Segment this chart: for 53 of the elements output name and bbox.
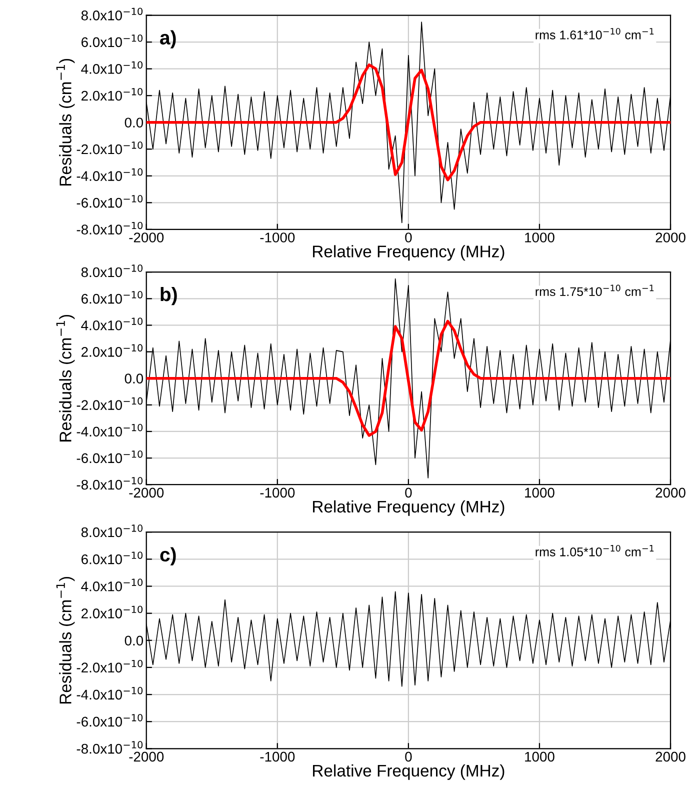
y-tick-label: 6.0x10$^{−10}$ [82,34,143,48]
y-tick-label: 6.0x10$^{−10}$ [82,291,143,304]
y-tick-label: -4.0x10$^{−10}$ [76,168,143,181]
x-tick-label: -2000 [129,488,164,498]
y-tick-label: -2.0x10$^{−10}$ [76,660,143,673]
y-tick-label: -2.0x10$^{−10}$ [76,397,143,410]
y-tick-label: 8.0x10$^{−10}$ [81,8,143,20]
annotation: c) [160,547,176,566]
y-tick-label: 2.0x10$^{−10}$ [82,606,143,618]
x-tick-label: 1000 [525,232,554,242]
y-tick-label: -6.0x10$^{−10}$ [76,450,143,464]
y-tick-label: -6.0x10$^{−10}$ [76,195,143,208]
x-tick-label: -2000 [129,232,164,242]
line-series [146,63,671,182]
x-tick-label: -1000 [260,752,295,762]
y-tick-label: 0.0 [124,636,144,646]
x-tick-label: 1000 [525,488,554,498]
x-tick-label: 2000 [656,752,686,762]
y-tick-label: 6.0x10$^{−10}$ [82,552,143,564]
x-axis-title: Relative Frequency (MHz) [313,764,504,780]
x-tick-label: -1000 [260,488,295,498]
x-tick-label: 2000 [656,232,686,242]
annotation: rms 1.61*10$^{−10}$ cm$^{−1}$ [536,28,654,40]
x-axis-title: Relative Frequency (MHz) [313,500,504,516]
x-tick-label: 2000 [656,488,686,498]
y-tick-label: -2.0x10$^{−10}$ [76,142,143,154]
y-axis-title: Residuals (cm$^{−1}$) [56,576,75,704]
line-series [146,320,671,437]
x-tick-label: 1000 [525,752,554,762]
x-tick-label: 0 [405,232,412,242]
y-tick-label: 4.0x10$^{−10}$ [81,318,143,330]
annotation: a) [160,30,176,48]
annotation: b) [160,286,177,306]
y-tick-label: 0.0 [124,374,144,384]
x-tick-label: -2000 [129,752,164,762]
x-tick-label: -1000 [260,232,295,242]
y-tick-label: -4.0x10$^{−10}$ [76,424,143,437]
y-tick-label: -6.0x10$^{−10}$ [76,714,143,727]
y-axis-title: Residuals (cm$^{−1}$) [56,58,75,186]
x-tick-label: 0 [405,488,412,498]
y-tick-label: 8.0x10$^{−10}$ [81,524,143,538]
x-axis-title: Relative Frequency (MHz) [313,245,504,261]
y-tick-label: 0.0 [124,118,144,128]
y-tick-label: -4.0x10$^{−10}$ [76,686,143,700]
y-tick-label: 2.0x10$^{−10}$ [82,88,143,101]
y-axis-title: Residuals (cm$^{−1}$) [56,314,75,442]
x-tick-label: 0 [405,752,412,762]
y-tick-label: 4.0x10$^{−10}$ [81,61,143,74]
y-tick-label: 2.0x10$^{−10}$ [82,344,143,357]
y-tick-label: 8.0x10$^{−10}$ [81,264,143,278]
y-tick-label: 4.0x10$^{−10}$ [81,578,143,592]
annotation: rms 1.75*10$^{−10}$ cm$^{−1}$ [536,284,654,296]
annotation: rms 1.05*10$^{−10}$ cm$^{−1}$ [536,544,654,556]
